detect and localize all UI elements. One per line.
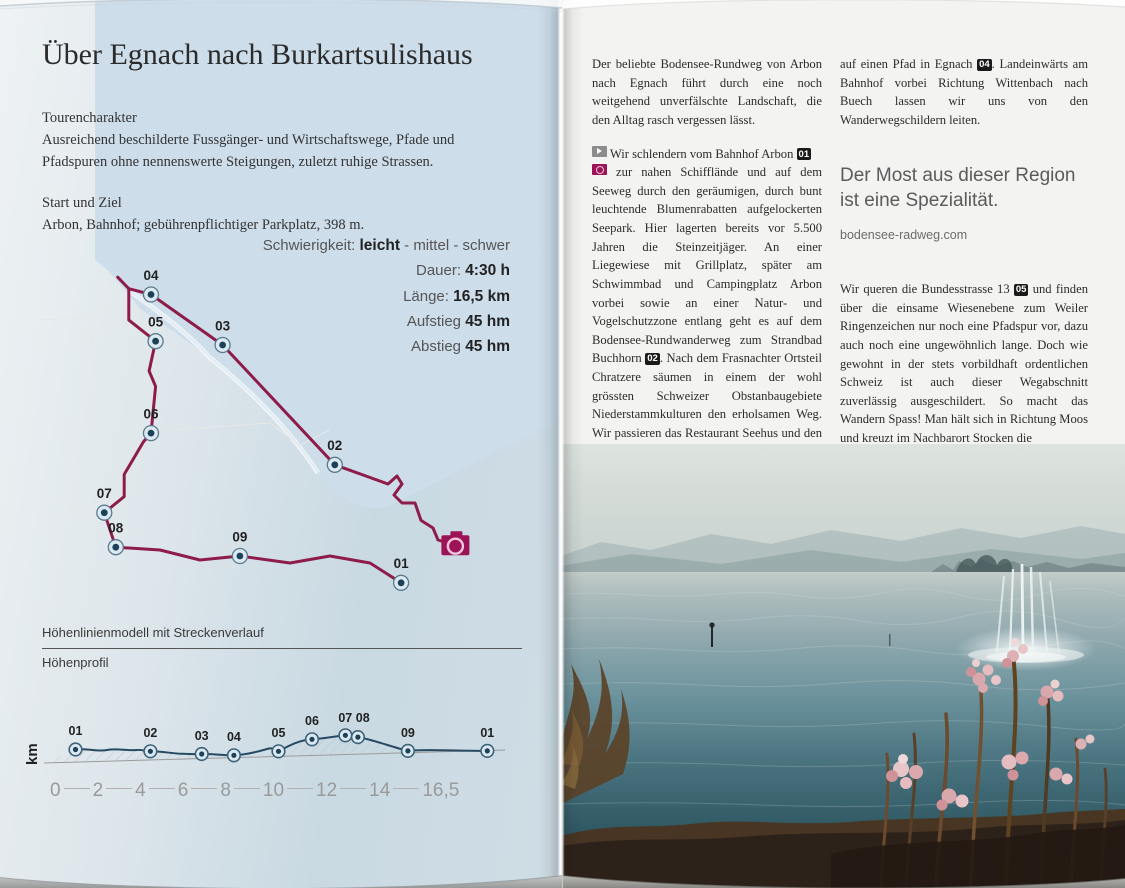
- svg-text:01: 01: [69, 724, 83, 738]
- svg-text:04: 04: [143, 268, 159, 283]
- svg-text:01: 01: [480, 726, 494, 740]
- svg-text:02: 02: [143, 726, 157, 740]
- svg-text:02: 02: [327, 438, 342, 453]
- svg-text:09: 09: [232, 530, 247, 545]
- svg-text:04: 04: [227, 730, 241, 744]
- svg-text:05: 05: [148, 315, 164, 330]
- svg-text:06: 06: [143, 407, 159, 422]
- svg-text:05: 05: [272, 726, 286, 740]
- svg-text:09: 09: [401, 726, 415, 740]
- svg-text:07 08: 07 08: [338, 711, 369, 725]
- svg-text:06: 06: [305, 714, 319, 728]
- svg-text:01: 01: [394, 556, 410, 571]
- svg-text:07: 07: [97, 486, 112, 501]
- svg-text:08: 08: [108, 521, 124, 536]
- svg-text:03: 03: [195, 729, 209, 743]
